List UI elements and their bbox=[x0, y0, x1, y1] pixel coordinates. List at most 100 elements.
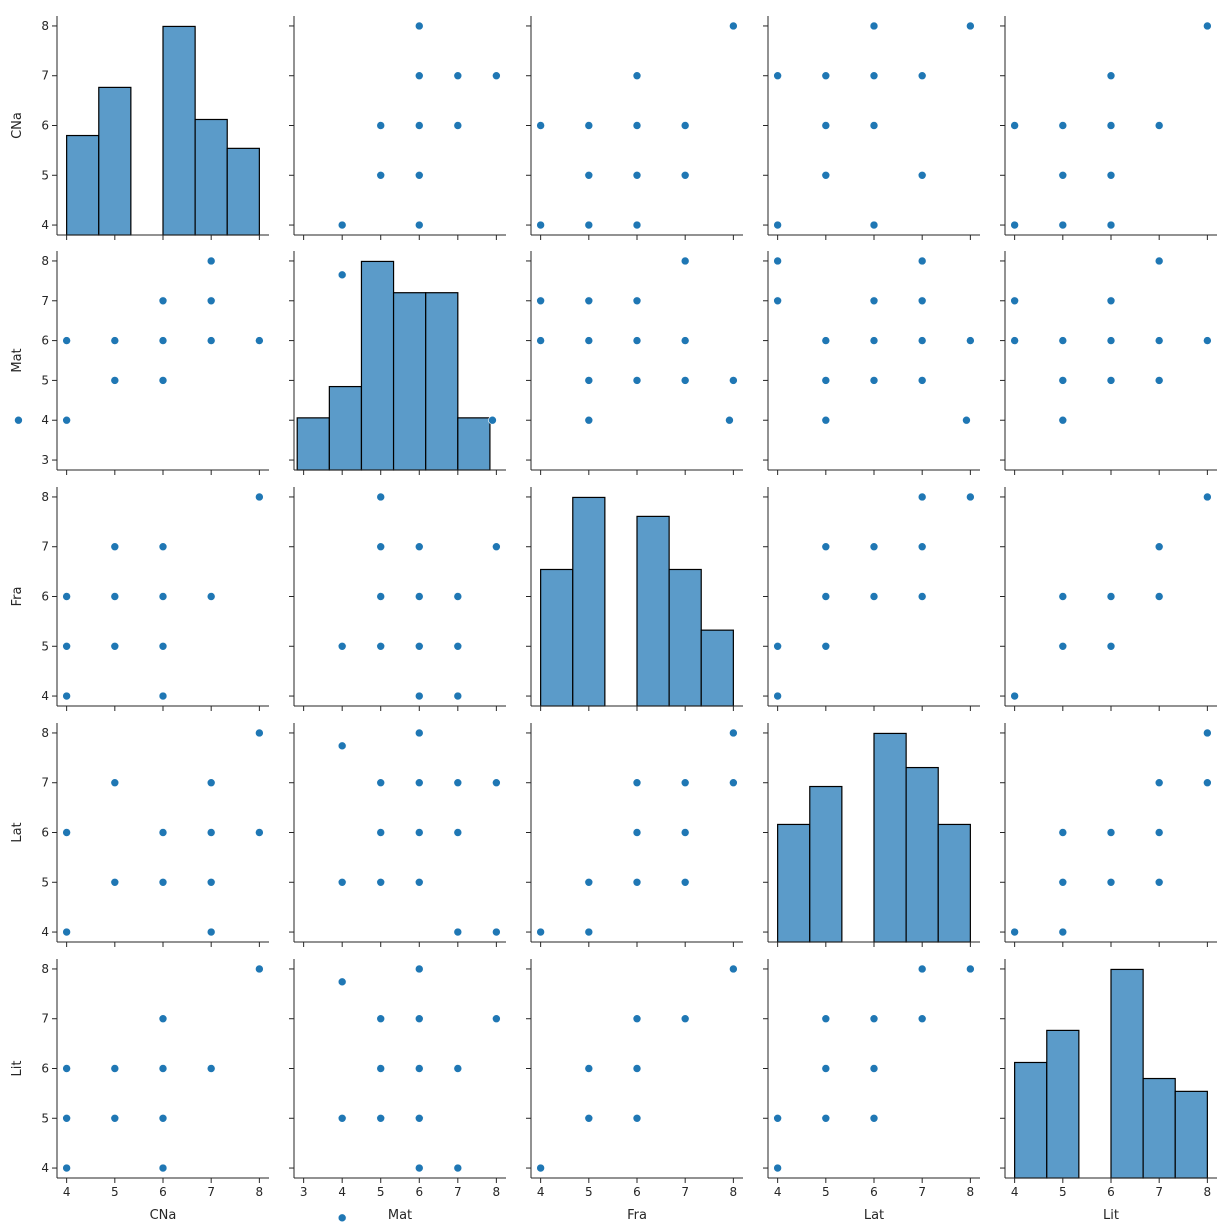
x-axis-label-Fra: Fra bbox=[627, 1208, 647, 1223]
scatter-point-CNa-Mat-8 bbox=[206, 336, 216, 345]
scatter-point-Mat-CNa-5 bbox=[414, 170, 424, 180]
scatter-point-CNa-Mat-11 bbox=[255, 336, 264, 345]
scatter-point-Lat-Lit-3 bbox=[821, 1064, 831, 1073]
panel-Lat-Fra bbox=[526, 723, 743, 947]
scatter-point-Fra-Lat-9 bbox=[729, 778, 738, 788]
scatter-point-Mat-Fra-10 bbox=[453, 691, 463, 701]
x-tick-label-CNa-5: 5 bbox=[111, 1185, 119, 1199]
scatter-point-Lat-Mat-11 bbox=[917, 296, 927, 306]
scatter-point-Lat-Lit-8 bbox=[917, 1014, 927, 1024]
hist-bar-Lit-1 bbox=[1046, 1029, 1080, 1179]
hist-bar-Fra-3 bbox=[636, 515, 670, 707]
scatter-point-Lit-Lat-10 bbox=[1203, 728, 1212, 738]
scatter-point-Lat-Lit-10 bbox=[966, 964, 975, 974]
scatter-point-Lat-Fra-5 bbox=[869, 592, 879, 601]
scatter-point-Mat-Lit-9 bbox=[414, 964, 424, 974]
x-tick-label-CNa-7: 7 bbox=[207, 1185, 215, 1199]
hist-bar-Lat-4 bbox=[905, 766, 939, 943]
scatter-point-Mat-Fra-8 bbox=[414, 592, 424, 601]
scatter-point-Lit-CNa-5 bbox=[1106, 220, 1116, 230]
scatter-point-Lit-Fra-6 bbox=[1154, 542, 1164, 552]
x-tick-label-Lat-6: 6 bbox=[870, 1185, 878, 1199]
scatter-point-Lat-Fra-3 bbox=[821, 592, 831, 601]
x-tick-label-Mat-8: 8 bbox=[493, 1185, 501, 1199]
x-tick-label-Mat-6: 6 bbox=[415, 1185, 423, 1199]
x-tick-label-Lat-8: 8 bbox=[967, 1185, 975, 1199]
hist-bar-Lit-4 bbox=[1142, 1077, 1176, 1179]
scatter-point-Lat-CNa-7 bbox=[869, 71, 879, 81]
scatter-point-Fra-CNa-1 bbox=[536, 121, 545, 130]
scatter-point-Fra-Mat-11 bbox=[680, 336, 690, 345]
scatter-point-CNa-Fra-3 bbox=[110, 641, 120, 651]
scatter-point-Fra-Lit-7 bbox=[729, 964, 738, 974]
hist-bar-Fra-4 bbox=[668, 568, 702, 707]
scatter-point-Lat-Fra-7 bbox=[917, 592, 927, 601]
scatter-point-Lit-CNa-6 bbox=[1106, 170, 1116, 180]
scatter-point-Lit-Lat-2 bbox=[1058, 877, 1068, 887]
scatter-point-Mat-Lat-8 bbox=[414, 728, 424, 738]
y-axis-label-CNa: CNa bbox=[10, 112, 25, 139]
scatter-point-Fra-Mat-5 bbox=[584, 336, 594, 345]
scatter-point-Fra-CNa-10 bbox=[680, 121, 690, 130]
scatter-point-CNa-Lit-3 bbox=[110, 1113, 120, 1123]
scatter-point-Mat-Lit-2 bbox=[376, 1113, 386, 1123]
y-tick-label-Lit-5: 5 bbox=[41, 1111, 49, 1125]
x-tick-label-Fra-5: 5 bbox=[585, 1185, 593, 1199]
scatter-point-Lat-Fra-6 bbox=[869, 542, 879, 552]
scatter-point-Lit-Lat-4 bbox=[1106, 877, 1116, 887]
scatter-point-Lat-CNa-4 bbox=[821, 71, 831, 81]
scatter-point-Fra-Lat-10 bbox=[729, 728, 738, 738]
scatter-point-CNa-Lit-10 bbox=[255, 964, 264, 974]
scatter-point-Lat-CNa-2 bbox=[821, 170, 831, 180]
x-axis-label-Lit: Lit bbox=[1103, 1208, 1119, 1223]
scatter-point-CNa-Fra-9 bbox=[158, 542, 168, 552]
scatter-point-CNa-Lat-1 bbox=[62, 828, 71, 837]
scatter-point-Fra-Lat-6 bbox=[680, 877, 690, 887]
scatter-point-Mat-Lat-13 bbox=[492, 778, 501, 788]
scatter-point-Mat-Fra-12 bbox=[453, 592, 463, 601]
scatter-point-Lat-Fra-1 bbox=[773, 641, 782, 651]
scatter-point-CNa-Fra-1 bbox=[62, 641, 71, 651]
scatter-point-Lat-Mat-9 bbox=[917, 376, 927, 385]
scatter-point-Lit-Fra-1 bbox=[1058, 641, 1068, 651]
scatter-point-Lit-CNa-3 bbox=[1058, 170, 1068, 180]
scatter-point-CNa-Lat-11 bbox=[255, 728, 264, 738]
scatter-point-Lat-Lit-4 bbox=[821, 1014, 831, 1024]
scatter-point-Mat-Fra-4 bbox=[376, 542, 386, 552]
panel-Lat-Mat bbox=[289, 723, 506, 987]
scatter-point-CNa-Fra-11 bbox=[255, 492, 264, 502]
scatter-point-CNa-Lit-0 bbox=[62, 1163, 71, 1173]
hist-bar-Lat-3 bbox=[873, 732, 907, 943]
scatter-point-Lit-Lat-7 bbox=[1154, 828, 1164, 837]
x-axis-label-Lat: Lat bbox=[864, 1208, 884, 1223]
y-axis-label-Lat: Lat bbox=[10, 822, 25, 842]
scatter-point-Lat-Lit-1 bbox=[773, 1113, 782, 1123]
scatter-point-Lit-Mat-5 bbox=[1058, 336, 1068, 345]
scatter-point-Fra-Lat-8 bbox=[680, 778, 690, 788]
hist-bar-Mat-2 bbox=[360, 260, 395, 471]
panel-Mat-CNa: 3 4 5 6 7 8 bbox=[14, 251, 269, 475]
scatter-point-Lat-Fra-10 bbox=[966, 492, 975, 502]
scatter-point-Fra-Mat-1 bbox=[536, 336, 545, 345]
y-tick-label-CNa-8: 8 bbox=[41, 19, 49, 33]
scatter-point-Fra-CNa-0 bbox=[536, 220, 545, 230]
y-tick-label-CNa-4: 4 bbox=[41, 218, 49, 232]
scatter-point-CNa-Fra-6 bbox=[158, 691, 168, 701]
scatter-point-Fra-CNa-11 bbox=[729, 21, 738, 31]
scatter-point-Mat-Lat-2 bbox=[376, 877, 386, 887]
hist-bar-Lat-0 bbox=[777, 823, 811, 943]
x-tick-label-Lat-4: 4 bbox=[774, 1185, 782, 1199]
scatter-point-Lit-CNa-1 bbox=[1010, 121, 1019, 130]
scatter-point-Lit-Lat-1 bbox=[1058, 927, 1068, 937]
hist-bar-Fra-1 bbox=[572, 496, 606, 707]
scatter-point-Lat-Fra-9 bbox=[917, 492, 927, 502]
scatter-point-Lit-CNa-8 bbox=[1106, 71, 1116, 81]
scatter-point-Fra-Mat-0 bbox=[488, 415, 497, 425]
scatter-point-CNa-Lat-3 bbox=[110, 778, 120, 788]
hist-bar-Mat-1 bbox=[328, 385, 363, 471]
scatter-point-Lit-Fra-3 bbox=[1106, 641, 1116, 651]
y-tick-label-Fra-5: 5 bbox=[41, 639, 49, 653]
scatter-point-Lat-CNa-3 bbox=[821, 121, 831, 130]
scatter-point-CNa-Mat-5 bbox=[158, 376, 168, 385]
